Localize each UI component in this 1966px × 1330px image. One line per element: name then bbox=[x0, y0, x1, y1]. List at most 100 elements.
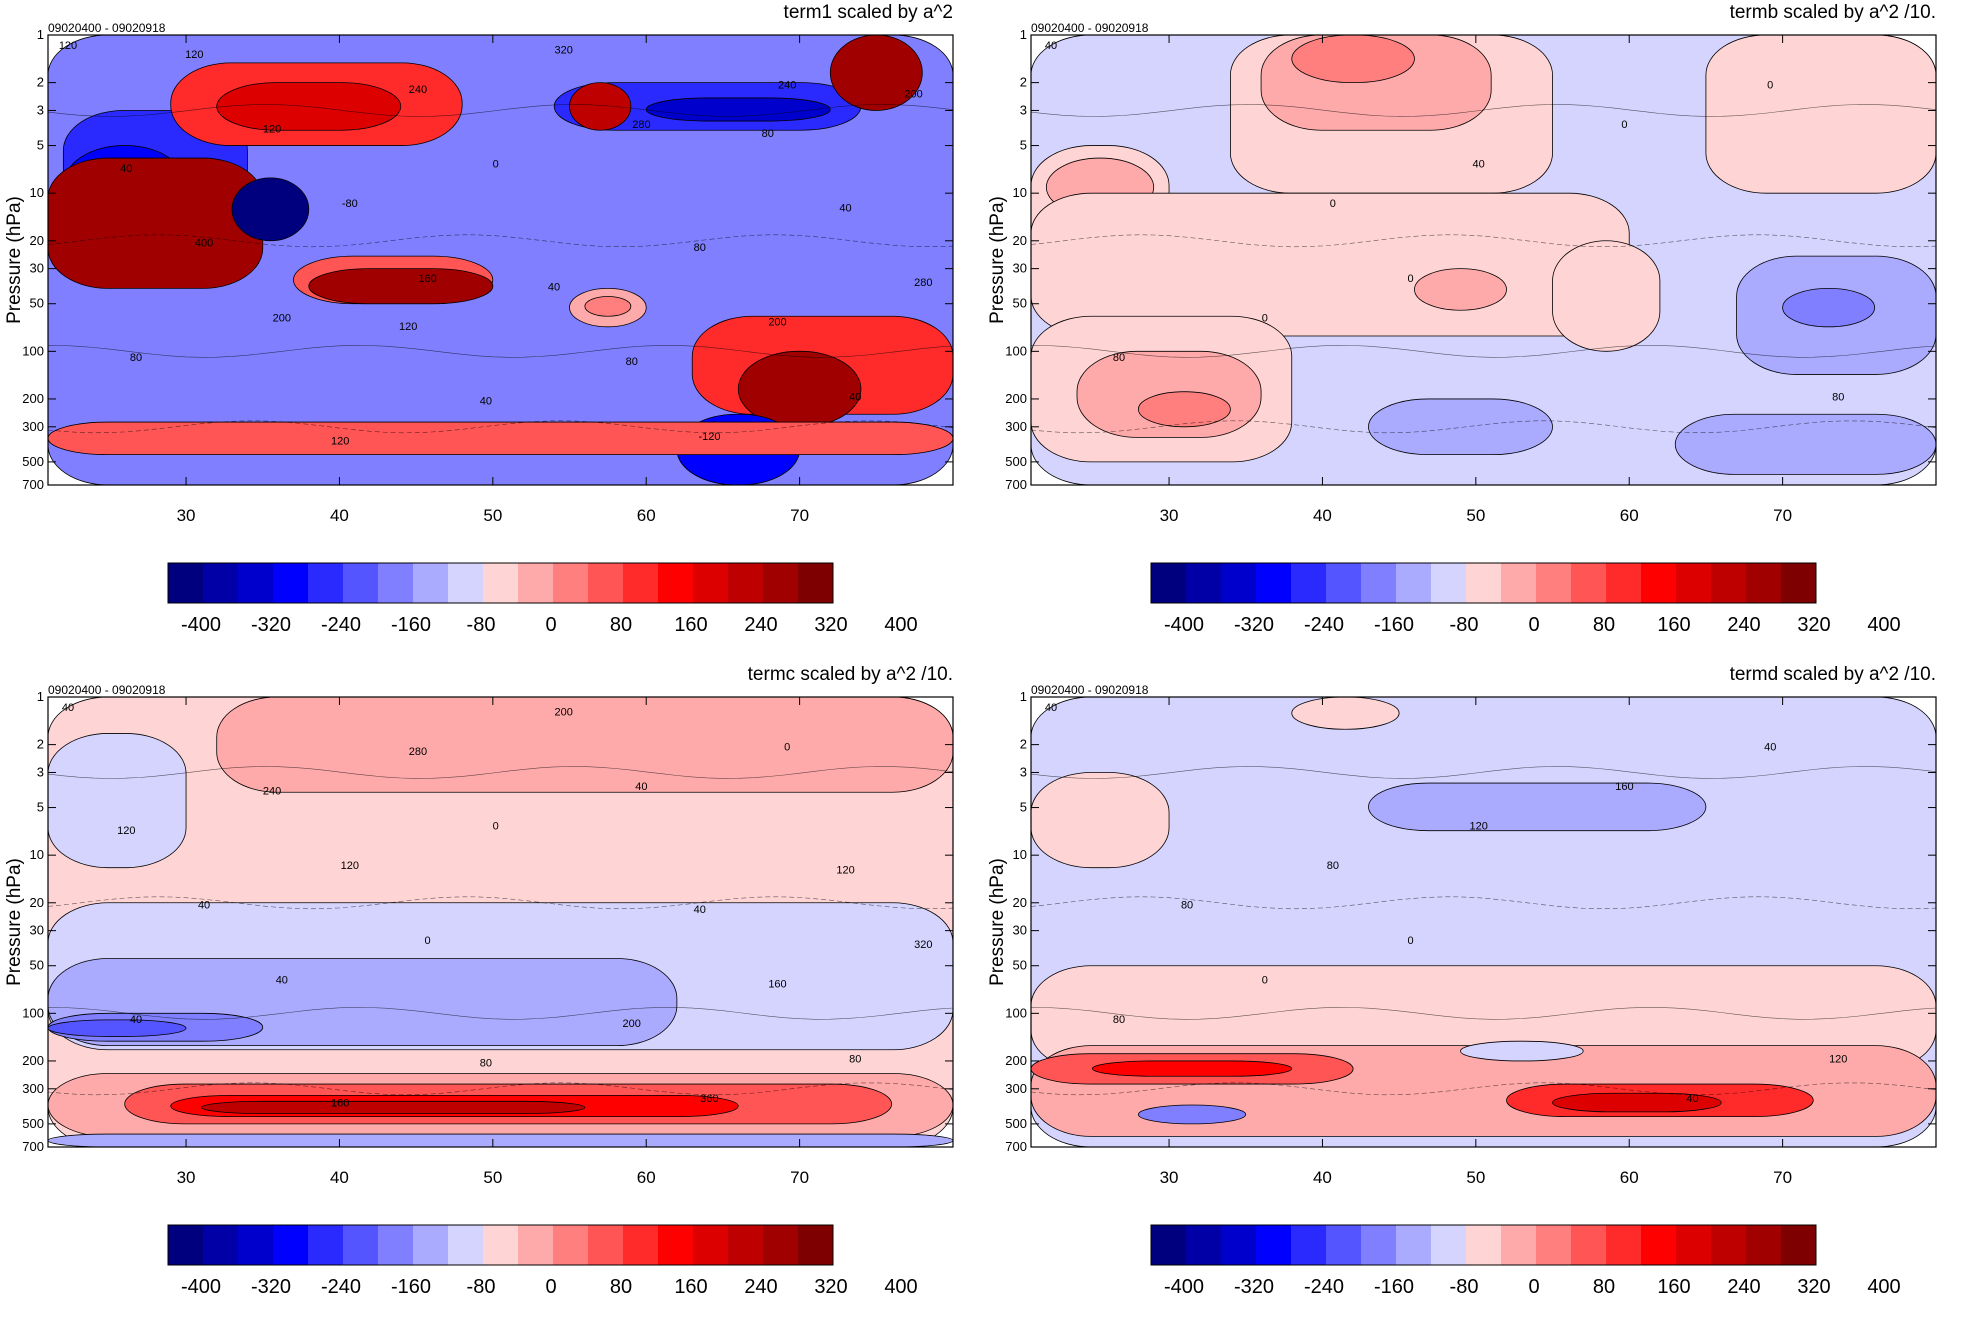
colorbar-swatch bbox=[1256, 1225, 1292, 1265]
colorbar-swatch bbox=[168, 563, 204, 603]
contour-line bbox=[48, 766, 953, 779]
y-tick-label: 100 bbox=[1005, 1005, 1027, 1020]
contour-region bbox=[1414, 268, 1507, 311]
x-tick-label: 70 bbox=[1773, 506, 1792, 525]
y-tick-label: 20 bbox=[1013, 233, 1027, 248]
contour-label: 40 bbox=[1045, 40, 1057, 52]
y-tick-label: 5 bbox=[1020, 138, 1027, 153]
contour-line bbox=[48, 1082, 953, 1096]
colorbar-label: -160 bbox=[391, 1276, 431, 1298]
colorbar-swatch bbox=[1711, 563, 1747, 603]
contour-label: 200 bbox=[623, 1018, 641, 1030]
contour-label: 40 bbox=[480, 396, 492, 408]
contour-label: 0 bbox=[784, 742, 790, 754]
y-tick-label: 30 bbox=[30, 923, 44, 938]
contour-region bbox=[569, 82, 632, 131]
x-tick-label: 30 bbox=[1160, 1168, 1179, 1187]
y-tick-label: 3 bbox=[37, 764, 44, 779]
colorbar-label: 160 bbox=[1657, 614, 1690, 636]
contour-line bbox=[48, 104, 953, 117]
colorbar-label: 0 bbox=[545, 614, 556, 636]
term1-chart: 12016024020028080040-80-1204003202802402… bbox=[4, 2, 954, 636]
contour-label: 80 bbox=[1327, 860, 1339, 872]
x-tick-label: 40 bbox=[1313, 506, 1332, 525]
contour-label: 120 bbox=[117, 825, 135, 837]
x-tick-label: 60 bbox=[637, 506, 656, 525]
contour-region bbox=[1137, 1104, 1247, 1125]
contour-label: 0 bbox=[1262, 312, 1268, 324]
contour-label: 280 bbox=[632, 119, 650, 131]
colorbar-label: 80 bbox=[610, 614, 632, 636]
y-tick-label: 3 bbox=[37, 102, 44, 117]
contour-label: 40 bbox=[1473, 159, 1485, 171]
contour-line bbox=[1031, 766, 1936, 779]
contour-line bbox=[48, 896, 953, 910]
field-layer: 120 160 240 200 280 80 0 40 -80 -120 400 320 280 240 2… bbox=[48, 35, 953, 485]
contour-label: 0 bbox=[1262, 974, 1268, 986]
colorbar-label: -160 bbox=[1374, 614, 1414, 636]
contour-region bbox=[1368, 782, 1707, 832]
contour-region bbox=[48, 1133, 953, 1147]
contour-label: 0 bbox=[1767, 80, 1773, 92]
contour-label: 80 bbox=[626, 356, 638, 368]
x-tick-label: 60 bbox=[637, 1168, 656, 1187]
colorbar-swatch bbox=[1466, 1225, 1502, 1265]
contour-label: 0 bbox=[493, 821, 499, 833]
colorbar-label: -400 bbox=[181, 1276, 221, 1298]
contour-region bbox=[1705, 35, 1936, 194]
colorbar-swatch bbox=[1571, 563, 1607, 603]
contour-region bbox=[1137, 391, 1231, 428]
y-tick-label: 20 bbox=[30, 895, 44, 910]
colorbar-swatch bbox=[203, 563, 239, 603]
contour-label: 40 bbox=[548, 282, 560, 294]
contour-label: 80 bbox=[1113, 1014, 1125, 1026]
colorbar-swatch bbox=[378, 563, 414, 603]
contour-label: 120 bbox=[331, 435, 349, 447]
colorbar-swatch bbox=[273, 1225, 309, 1265]
y-tick-label: 300 bbox=[22, 419, 44, 434]
contour-region bbox=[200, 1100, 586, 1114]
colorbar-swatch bbox=[1256, 563, 1292, 603]
panel-termc: 40 0 0 40 40 40 0 80 120 360 40 200 320 280 160 240 200 1… bbox=[0, 662, 983, 1325]
colorbar-swatch bbox=[553, 1225, 589, 1265]
contour-label: 40 bbox=[130, 1014, 142, 1026]
x-tick-label: 50 bbox=[483, 1168, 502, 1187]
colorbar-label: 400 bbox=[1867, 614, 1900, 636]
colorbar-swatch bbox=[798, 563, 834, 603]
contour-label: 200 bbox=[904, 88, 922, 100]
y-tick-label: 3 bbox=[1020, 102, 1027, 117]
colorbar-swatch bbox=[238, 563, 274, 603]
chart-subtitle: 09020400 - 09020918 bbox=[1031, 21, 1149, 35]
colorbar-swatch bbox=[1431, 563, 1467, 603]
contour-label: 80 bbox=[1113, 352, 1125, 364]
contour-line bbox=[48, 420, 953, 434]
contour-region bbox=[1091, 1060, 1293, 1077]
colorbar-swatch bbox=[1536, 563, 1572, 603]
colorbar-swatch bbox=[763, 1225, 799, 1265]
colorbar-swatch bbox=[1291, 1225, 1327, 1265]
colorbar-label: -320 bbox=[1234, 1276, 1274, 1298]
colorbar-swatch bbox=[763, 563, 799, 603]
y-tick-label: 500 bbox=[1005, 1116, 1027, 1131]
y-tick-label: 2 bbox=[37, 75, 44, 90]
colorbar-swatch bbox=[693, 563, 729, 603]
colorbar-frame bbox=[1150, 562, 1817, 604]
contour-label: 240 bbox=[778, 80, 796, 92]
contour-label: 120 bbox=[263, 123, 281, 135]
colorbar-label: 0 bbox=[545, 1276, 556, 1298]
y-tick-label: 30 bbox=[1013, 261, 1027, 276]
contour-label: 120 bbox=[399, 321, 417, 333]
panel-term1: 120 160 240 200 280 80 0 40 -80 -120 400 320 280 240 2… bbox=[0, 0, 983, 662]
colorbar-label: -80 bbox=[467, 614, 496, 636]
y-tick-label: 1 bbox=[1020, 689, 1027, 704]
contour-line bbox=[48, 234, 953, 248]
colorbar-label: 160 bbox=[1657, 1276, 1690, 1298]
colorbar-label: -400 bbox=[1164, 614, 1204, 636]
colorbar-label: -240 bbox=[321, 614, 361, 636]
chart-title: termb scaled by a^2 /10. bbox=[1730, 2, 1936, 23]
y-tick-label: 100 bbox=[22, 343, 44, 358]
contour-label: 40 bbox=[1686, 1093, 1698, 1105]
x-tick-label: 70 bbox=[1773, 1168, 1792, 1187]
colorbar-swatch bbox=[1606, 1225, 1642, 1265]
chart-title: termc scaled by a^2 /10. bbox=[748, 664, 953, 685]
